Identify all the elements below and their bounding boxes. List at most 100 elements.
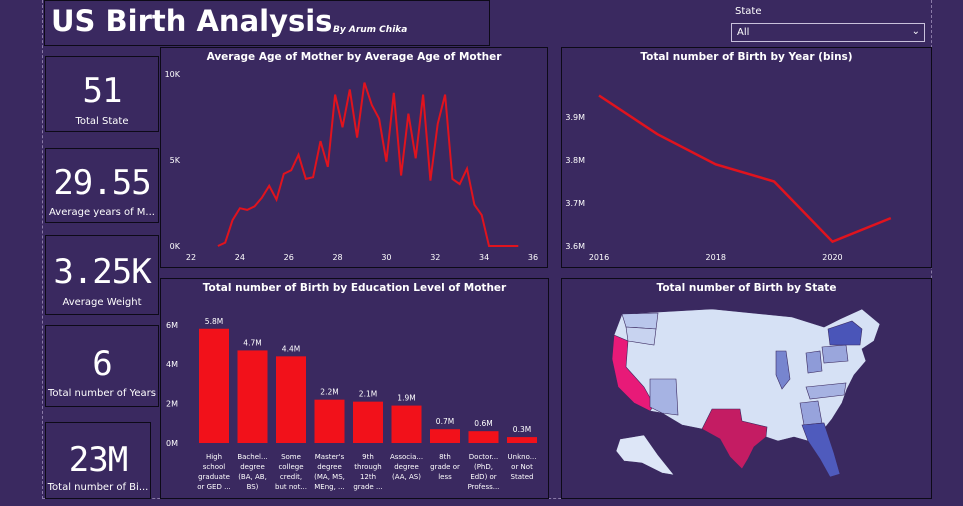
state-texas bbox=[701, 408, 768, 470]
chevron-down-icon: ⌄ bbox=[911, 26, 920, 37]
bar bbox=[314, 399, 345, 443]
births-series-line bbox=[598, 94, 892, 244]
state-illinois bbox=[775, 350, 791, 390]
y-tick-label: 3.7M bbox=[565, 199, 585, 208]
y-tick-label: 2M bbox=[166, 400, 178, 409]
category-tick-label: through bbox=[354, 463, 382, 471]
category-tick-label: Some bbox=[281, 453, 301, 461]
category-tick-label: school bbox=[203, 463, 225, 471]
category-tick-label: High bbox=[206, 453, 222, 461]
x-tick-label: 28 bbox=[332, 253, 342, 262]
category-tick-label: (MA, MS, bbox=[314, 473, 345, 481]
education-bar-svg: 0M 2M 4M 6M 5.8M High school graduate or GED ...… bbox=[166, 317, 537, 491]
category-tick-label: or Not bbox=[511, 463, 533, 471]
category-tick-label: (AA, AS) bbox=[392, 473, 421, 481]
kpi-card-total-births[interactable]: 23M Total number of Bi... bbox=[45, 422, 151, 499]
category-tick-label: grade or bbox=[430, 463, 460, 471]
age-line-svg: 22 24 26 28 30 32 34 36 0K 5K 10K bbox=[165, 70, 539, 262]
births-by-education-bar-chart[interactable]: Total number of Birth by Education Level… bbox=[160, 278, 549, 499]
y-tick-label: 5K bbox=[170, 156, 181, 165]
births-by-state-map[interactable]: Total number of Birth by State bbox=[561, 278, 932, 499]
state-georgia bbox=[799, 400, 823, 426]
category-tick-label: less bbox=[438, 473, 452, 481]
category-tick-label: Bachel... bbox=[237, 453, 267, 461]
bar-data-label: 4.4M bbox=[282, 344, 300, 353]
kpi-card-total-state[interactable]: 51 Total State bbox=[45, 56, 159, 132]
kpi-value: 3.25K bbox=[53, 252, 151, 292]
x-tick-label: 26 bbox=[284, 253, 294, 262]
state-florida bbox=[801, 422, 841, 478]
category-tick-label: Doctor... bbox=[469, 453, 498, 461]
us-map-svg bbox=[611, 308, 881, 478]
x-tick-label: 30 bbox=[381, 253, 391, 262]
bar-data-label: 0.3M bbox=[513, 425, 531, 434]
category-tick-label: degree bbox=[240, 463, 265, 471]
category-tick-label: 8th bbox=[439, 453, 451, 461]
bar bbox=[430, 429, 460, 443]
kpi-label: Average Weight bbox=[62, 297, 142, 308]
state-new-york bbox=[827, 320, 863, 346]
bar bbox=[468, 431, 499, 443]
bar-data-label: 4.7M bbox=[243, 338, 261, 347]
bar bbox=[391, 405, 422, 443]
category-tick-label: college bbox=[278, 463, 303, 471]
bar-data-label: 1.9M bbox=[397, 394, 415, 403]
category-tick-label: Master's bbox=[315, 453, 345, 461]
state-oregon bbox=[625, 326, 657, 346]
chart-title: Average Age of Mother by Average Age of … bbox=[206, 51, 502, 63]
x-tick-label: 2016 bbox=[589, 253, 609, 262]
kpi-value: 23M bbox=[68, 440, 128, 480]
category-tick-label: or GED ... bbox=[197, 483, 231, 491]
x-tick-label: 34 bbox=[479, 253, 489, 262]
y-tick-label: 0K bbox=[170, 242, 181, 251]
state-arizona bbox=[649, 378, 679, 416]
state-pennsylvania bbox=[821, 344, 849, 364]
category-tick-label: 9th bbox=[362, 453, 374, 461]
births-by-year-line-chart[interactable]: Total number of Birth by Year (bins) 201… bbox=[561, 47, 932, 268]
kpi-label: Total number of Years bbox=[48, 388, 156, 399]
bar-data-label: 0.7M bbox=[436, 417, 454, 426]
x-tick-label: 2020 bbox=[822, 253, 842, 262]
category-tick-label: MEng, ... bbox=[314, 483, 344, 491]
category-tick-label: Profess... bbox=[468, 483, 500, 491]
y-tick-label: 3.6M bbox=[565, 242, 585, 251]
bar-data-label: 2.2M bbox=[320, 388, 338, 397]
category-tick-label: degree bbox=[394, 463, 419, 471]
bar bbox=[237, 350, 268, 443]
state-north-carolina bbox=[805, 382, 847, 400]
state-ohio bbox=[805, 350, 823, 374]
state-slicer-label: State bbox=[735, 6, 762, 17]
state-slicer-value: All bbox=[737, 27, 750, 38]
year-line-svg: 2016 2018 2020 3.6M 3.7M 3.8M 3.9M bbox=[565, 94, 892, 262]
kpi-label: Total State bbox=[75, 116, 129, 127]
kpi-label: Average years of M... bbox=[49, 207, 155, 218]
y-tick-label: 0M bbox=[166, 439, 178, 448]
category-tick-label: but not... bbox=[275, 483, 307, 491]
bar bbox=[199, 328, 229, 443]
kpi-value: 51 bbox=[82, 71, 123, 111]
category-tick-label: graduate bbox=[198, 473, 230, 481]
x-tick-label: 36 bbox=[528, 253, 538, 262]
y-tick-label: 4M bbox=[166, 360, 178, 369]
category-tick-label: EdD) or bbox=[470, 473, 496, 481]
bar bbox=[353, 401, 383, 443]
category-tick-label: Associa... bbox=[390, 453, 423, 461]
category-tick-label: (PhD, bbox=[474, 463, 493, 471]
title-panel: US Birth Analysis By Arum Chika bbox=[44, 0, 490, 46]
bar-data-label: 5.8M bbox=[205, 317, 223, 326]
age-of-mother-line-chart[interactable]: Average Age of Mother by Average Age of … bbox=[160, 47, 548, 268]
kpi-card-average-age[interactable]: 29.55 Average years of M... bbox=[45, 148, 159, 223]
kpi-card-total-years[interactable]: 6 Total number of Years bbox=[45, 325, 159, 407]
state-washington bbox=[621, 312, 659, 330]
category-tick-label: degree bbox=[317, 463, 342, 471]
category-tick-label: Unkno... bbox=[508, 453, 537, 461]
y-tick-label: 3.9M bbox=[565, 113, 585, 122]
y-tick-label: 3.8M bbox=[565, 156, 585, 165]
state-slicer-dropdown[interactable]: All ⌄ bbox=[731, 23, 925, 42]
kpi-label: Total number of Bi... bbox=[47, 482, 149, 493]
chart-title: Total number of Birth by Education Level… bbox=[202, 282, 507, 294]
page-title: US Birth Analysis bbox=[51, 4, 333, 38]
kpi-card-average-weight[interactable]: 3.25K Average Weight bbox=[45, 235, 159, 315]
x-tick-label: 24 bbox=[235, 253, 245, 262]
y-tick-label: 6M bbox=[166, 321, 178, 330]
